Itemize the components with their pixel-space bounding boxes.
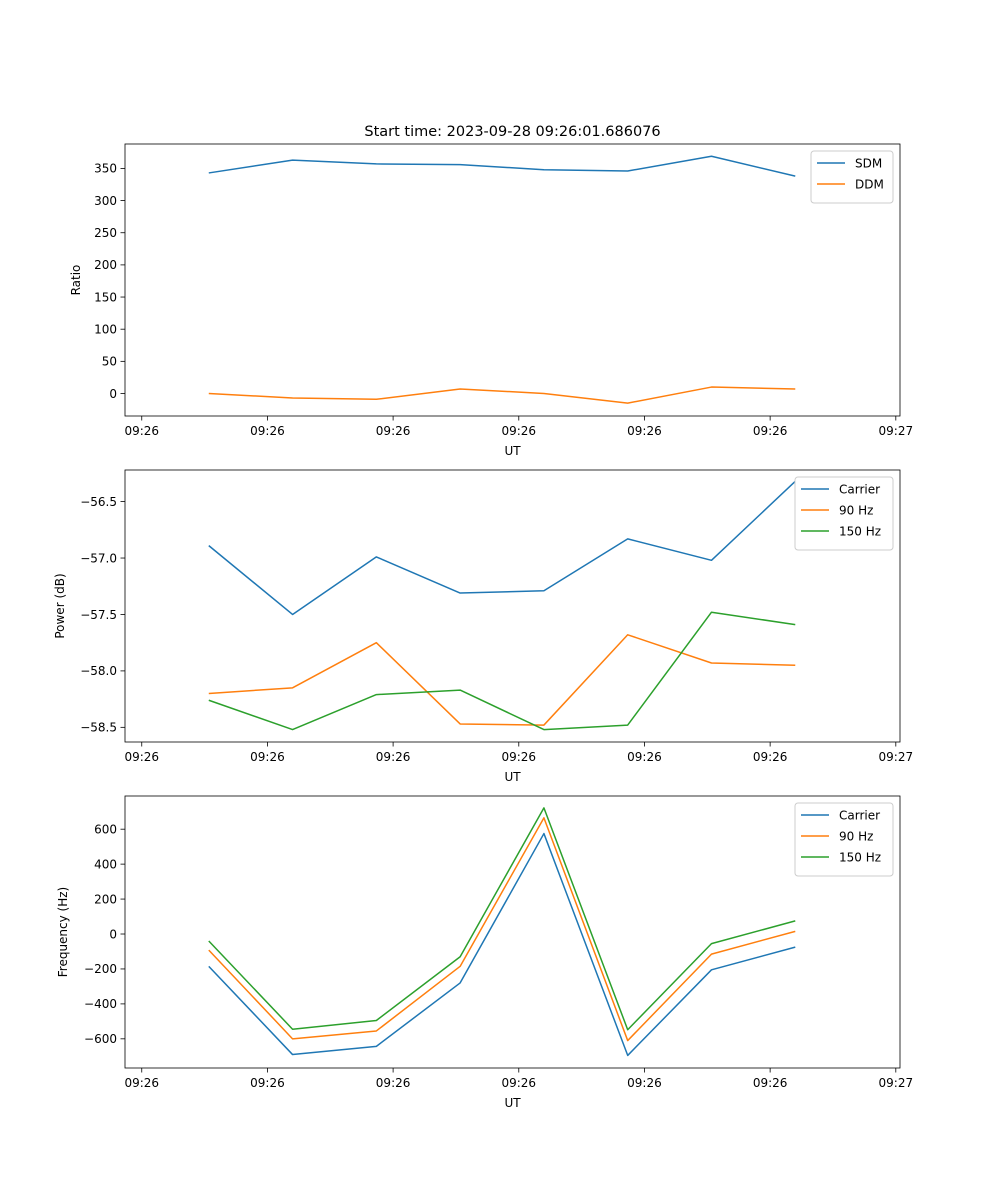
ratio-y-tick-label: 100 (94, 322, 117, 336)
ratio-legend-box (810, 150, 894, 204)
frequency-x-tick-label: 09:26 (376, 1076, 411, 1090)
ratio-x-tick-label: 09:26 (501, 424, 536, 438)
power-legend-label-150-hz: 150 Hz (839, 525, 881, 539)
power-x-tick-label: 09:26 (753, 750, 788, 764)
ratio-x-tick-label: 09:27 (879, 424, 914, 438)
power-x-tick-label: 09:26 (501, 750, 536, 764)
ratio-plot-area (125, 144, 900, 416)
frequency-legend-label-90-hz: 90 Hz (839, 830, 873, 844)
ratio-y-tick-label: 200 (94, 258, 117, 272)
power-y-tick-label: −56.5 (80, 495, 117, 509)
power-legend-label-carrier: Carrier (839, 483, 880, 497)
frequency-x-tick-label: 09:26 (501, 1076, 536, 1090)
ratio-x-tick-label: 09:26 (627, 424, 662, 438)
ratio-y-axis-label: Ratio (69, 265, 83, 296)
figure-title: Start time: 2023-09-28 09:26:01.686076 (364, 124, 660, 140)
frequency-x-tick-label: 09:26 (627, 1076, 662, 1090)
power-y-tick-label: −57.5 (80, 608, 117, 622)
frequency-x-tick-label: 09:26 (124, 1076, 159, 1090)
frequency-x-tick-label: 09:26 (250, 1076, 285, 1090)
ratio-y-tick-label: 250 (94, 226, 117, 240)
ratio-legend: SDM DDM (810, 150, 894, 204)
frequency-series-line-150-hz (208, 807, 796, 1031)
frequency-y-axis-label: Frequency (Hz) (56, 887, 70, 978)
ratio-x-tick-label: 09:26 (753, 424, 788, 438)
frequency-y-tick-label: −600 (84, 1032, 117, 1046)
power-series-line-150-hz (208, 611, 796, 731)
ratio-x-tick-label: 09:26 (250, 424, 285, 438)
power-series-line-carrier (208, 480, 796, 616)
frequency-axes-frame (124, 795, 901, 1069)
frequency-series-line-carrier (208, 832, 796, 1057)
frequency-legend-label-150-hz: 150 Hz (839, 851, 881, 865)
frequency-y-tick-label: 200 (94, 892, 117, 906)
ratio-legend-label-sdm: SDM (855, 157, 882, 171)
frequency-chart-panel: 09:26 09:26 09:26 09:26 09:26 09:26 09:27 −600 −… (56, 795, 914, 1110)
ratio-y-tick-label: 350 (94, 162, 117, 176)
ratio-y-tick-label: 50 (102, 355, 117, 369)
ratio-chart-panel: 09:26 09:26 09:26 09:26 09:26 09:26 09:27 0 50 10… (69, 143, 914, 458)
frequency-y-tick-label: 0 (109, 927, 117, 941)
frequency-x-tick-label: 09:27 (879, 1076, 914, 1090)
ratio-y-tick-label: 0 (109, 387, 117, 401)
ratio-legend-label-ddm: DDM (855, 178, 884, 192)
power-y-axis-label: Power (dB) (53, 573, 67, 638)
power-chart-panel: 09:26 09:26 09:26 09:26 09:26 09:26 09:27 −58.5… (53, 469, 914, 784)
power-y-tick-label: −58.5 (80, 721, 117, 735)
power-x-tick-label: 09:26 (124, 750, 159, 764)
ratio-series-line-sdm (208, 155, 796, 177)
ratio-y-tick-label: 150 (94, 290, 117, 304)
frequency-y-tick-label: 400 (94, 857, 117, 871)
power-series-line-90-hz (208, 634, 796, 726)
power-x-axis-label: UT (504, 770, 521, 784)
frequency-series-line-90-hz (208, 817, 796, 1042)
power-x-tick-label: 09:27 (879, 750, 914, 764)
frequency-y-tick-label: −200 (84, 962, 117, 976)
power-legend-label-90-hz: 90 Hz (839, 504, 873, 518)
ratio-x-tick-label: 09:26 (124, 424, 159, 438)
power-x-tick-label: 09:26 (376, 750, 411, 764)
power-legend: Carrier 90 Hz 150 Hz (794, 476, 894, 551)
ratio-axes-frame (124, 143, 901, 417)
ratio-x-axis-label: UT (504, 444, 521, 458)
power-axes-frame (124, 469, 901, 743)
power-x-tick-label: 09:26 (250, 750, 285, 764)
power-plot-area (125, 470, 900, 742)
power-y-tick-label: −57.0 (80, 551, 117, 565)
frequency-x-tick-label: 09:26 (753, 1076, 788, 1090)
frequency-legend: Carrier 90 Hz 150 Hz (794, 802, 894, 877)
frequency-x-axis-label: UT (504, 1096, 521, 1110)
power-x-tick-label: 09:26 (627, 750, 662, 764)
frequency-y-tick-label: −400 (84, 997, 117, 1011)
ratio-series-line-ddm (208, 386, 796, 404)
frequency-plot-area (125, 796, 900, 1068)
frequency-legend-label-carrier: Carrier (839, 809, 880, 823)
ratio-x-tick-label: 09:26 (376, 424, 411, 438)
frequency-y-tick-label: 600 (94, 822, 117, 836)
power-y-tick-label: −58.0 (80, 664, 117, 678)
ratio-y-tick-label: 300 (94, 194, 117, 208)
